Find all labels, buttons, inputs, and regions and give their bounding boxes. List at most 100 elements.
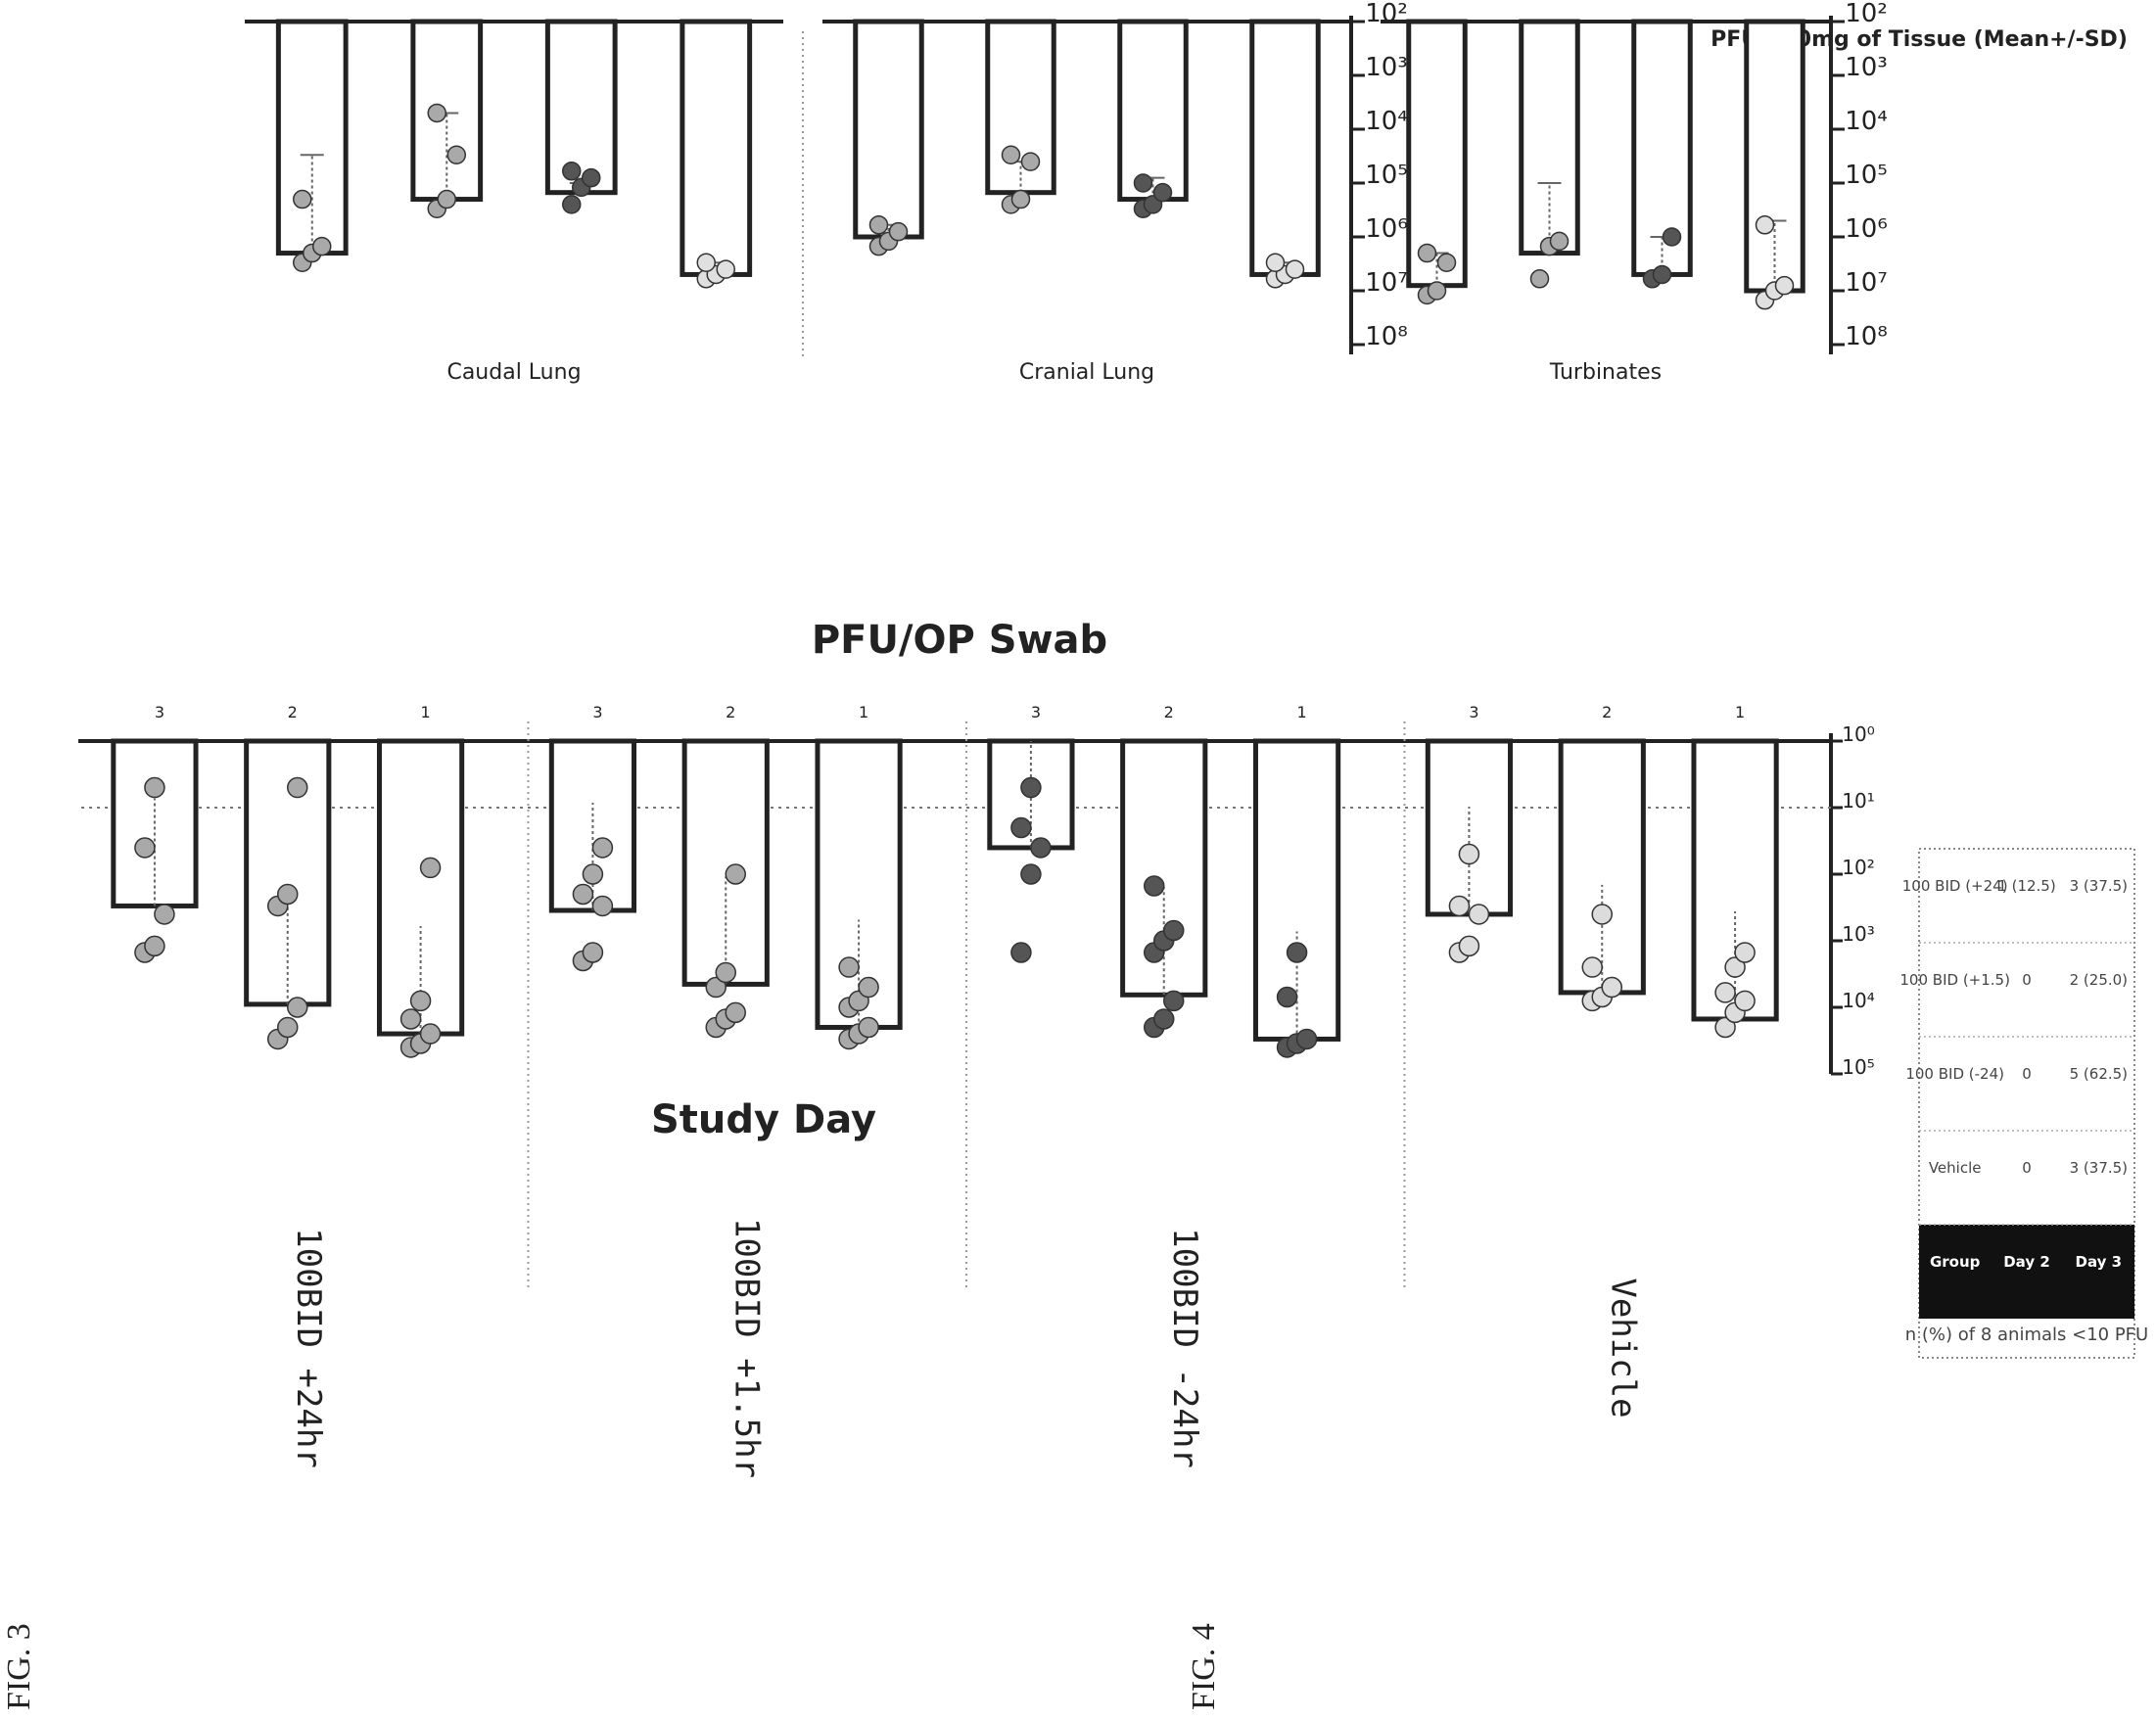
fig3-tick-label: 10⁵ bbox=[1842, 1055, 1874, 1079]
fig3-tick-label: 10² bbox=[1842, 856, 1874, 879]
fig3-data-point bbox=[1020, 863, 1042, 885]
fig4-data-point bbox=[1133, 173, 1153, 193]
fig4-tick-label: 10⁸ bbox=[1845, 322, 1888, 351]
fig4-bar bbox=[544, 19, 618, 196]
fig4-data-point bbox=[1549, 231, 1570, 252]
fig4-data-point bbox=[1774, 275, 1795, 296]
fig3-day-label: 1 bbox=[1735, 703, 1745, 721]
fig4-data-point bbox=[1001, 145, 1021, 164]
fig3-data-point bbox=[582, 863, 604, 885]
fig3-data-point bbox=[572, 883, 594, 906]
fig3-tick-label: 10³ bbox=[1842, 922, 1874, 946]
fig4-tick-label: 10² bbox=[1845, 0, 1888, 28]
fig3-tick-label: 10¹ bbox=[1842, 789, 1874, 813]
fig3-data-point bbox=[1010, 816, 1032, 839]
fig4-bar bbox=[680, 19, 753, 277]
fig4-data-point bbox=[1755, 215, 1775, 235]
fig3-data-point bbox=[1020, 776, 1042, 799]
fig3-group: 100BID +24hr 1 2 3 bbox=[111, 703, 530, 1468]
fig4-data-point bbox=[1652, 264, 1672, 285]
fig3-day-label: 3 bbox=[592, 703, 602, 721]
fig3-group: 100BID +1.5hr 1 2 3 bbox=[548, 703, 967, 1478]
fig3-data-point bbox=[1276, 986, 1298, 1008]
fig4-tick-label: 10⁶ bbox=[1845, 214, 1888, 244]
fig3-data-point bbox=[1010, 942, 1032, 963]
fig4-chart: PFU/100mg of Tissue (Mean+/-SD) 10²10³10… bbox=[245, 0, 2128, 385]
fig3-x-axis-title: Study Day bbox=[651, 1097, 876, 1142]
fig4-bar bbox=[275, 19, 349, 256]
fig3-tick-label: 10⁴ bbox=[1842, 989, 1874, 1012]
fig4-data-point bbox=[1529, 269, 1550, 289]
table-header-cell: Group bbox=[1930, 1253, 1981, 1271]
fig3-data-point bbox=[1448, 895, 1471, 917]
table-header-cell: Day 3 bbox=[2076, 1253, 2123, 1271]
fig3-data-point bbox=[1581, 956, 1603, 978]
table-title: n (%) of 8 animals <10 PFU bbox=[1905, 1325, 2148, 1345]
fig3-day-label: 3 bbox=[1469, 703, 1478, 721]
fig3-data-point bbox=[287, 776, 308, 799]
fig4-data-point bbox=[1152, 182, 1173, 203]
table-cell: 0 bbox=[2022, 1159, 2032, 1177]
fig3-data-point bbox=[1724, 956, 1746, 978]
fig4-data-point bbox=[1010, 189, 1031, 209]
fig3-data-point bbox=[144, 776, 165, 799]
fig4-tick-label: 10⁴ bbox=[1845, 107, 1888, 136]
fig3-data-point bbox=[399, 1008, 422, 1030]
fig4-tick-label: 10⁷ bbox=[1845, 268, 1888, 298]
table-cell: 0 bbox=[2022, 1065, 2032, 1083]
fig4-data-point bbox=[562, 162, 582, 181]
table-cell: 100 BID (+24) bbox=[1902, 877, 2008, 895]
fig4-tick-label: 10⁶ bbox=[1365, 214, 1408, 244]
fig4-tick-label: 10⁴ bbox=[1365, 107, 1408, 136]
fig4-data-point bbox=[562, 195, 582, 214]
fig3-data-point bbox=[287, 997, 308, 1018]
fig3-group-label: 100BID -24hr bbox=[1165, 1228, 1204, 1468]
fig3-day-label: 1 bbox=[420, 703, 430, 721]
fig3-day-label: 3 bbox=[155, 703, 164, 721]
fig3-data-point bbox=[582, 942, 604, 963]
table-header-cell: Day 2 bbox=[2003, 1253, 2050, 1271]
fig4-label: FIG. 4 bbox=[1186, 1623, 1222, 1710]
fig3-data-point bbox=[1468, 904, 1490, 925]
fig3-day-label: 1 bbox=[1296, 703, 1306, 721]
fig3-data-point bbox=[1714, 982, 1736, 1003]
fig3-bar bbox=[244, 738, 332, 1007]
fig3-data-point bbox=[715, 961, 736, 984]
fig3-group-label: 100BID +24hr bbox=[289, 1228, 328, 1468]
fig3-data-point bbox=[725, 863, 746, 885]
fig3-label: FIG. 3 bbox=[1, 1623, 37, 1710]
fig4-panel: Caudal LungVehicle100BID -24hr100BID +1.… bbox=[245, 19, 804, 385]
fig3-data-point bbox=[1591, 904, 1613, 925]
fig3-data-point bbox=[1714, 1016, 1736, 1039]
fig3-data-point bbox=[1144, 875, 1165, 897]
fig4-data-point bbox=[312, 236, 332, 256]
fig3-day-label: 1 bbox=[859, 703, 868, 721]
fig3-group: 100BID -24hr 1 2 3 bbox=[987, 703, 1406, 1468]
table-header-row bbox=[1919, 1225, 2134, 1319]
fig4-data-point bbox=[1662, 227, 1682, 247]
fig4-panel: TurbinatesVehicle100BID -24hr100BID +1.5… bbox=[1381, 19, 1831, 385]
fig4-panel-title: Caudal Lung bbox=[446, 360, 581, 385]
fig4-bar bbox=[410, 19, 484, 203]
fig4-data-point bbox=[1436, 253, 1457, 272]
fig4-bar bbox=[1406, 19, 1468, 289]
fig3-data-point bbox=[154, 904, 175, 925]
fig3-data-point bbox=[858, 1016, 879, 1039]
fig3-data-point bbox=[1295, 1028, 1318, 1050]
table-cell: 0 bbox=[2022, 971, 2032, 989]
fig3-data-point bbox=[1458, 935, 1480, 957]
fig4-bar bbox=[1117, 19, 1189, 203]
fig4-data-point bbox=[696, 253, 716, 272]
table-cell: 3 (37.5) bbox=[2070, 1159, 2128, 1177]
table-cell: 3 (37.5) bbox=[2070, 877, 2128, 895]
fig3-data-point bbox=[1286, 942, 1308, 963]
fig4-data-point bbox=[1427, 281, 1447, 301]
fig3-data-point bbox=[858, 976, 879, 999]
fig4-tick-label: 10³ bbox=[1845, 53, 1888, 82]
fig3-data-point bbox=[1163, 990, 1185, 1012]
fig3-data-point bbox=[1734, 942, 1756, 963]
fig3-groups: Vehicle 1 2 3 100BID -24hr 1 2 3 100BID +1.5hr 1 2… bbox=[111, 703, 1779, 1478]
fig4-tick-label: 10⁷ bbox=[1365, 268, 1408, 298]
fig3-data-point bbox=[134, 837, 156, 859]
